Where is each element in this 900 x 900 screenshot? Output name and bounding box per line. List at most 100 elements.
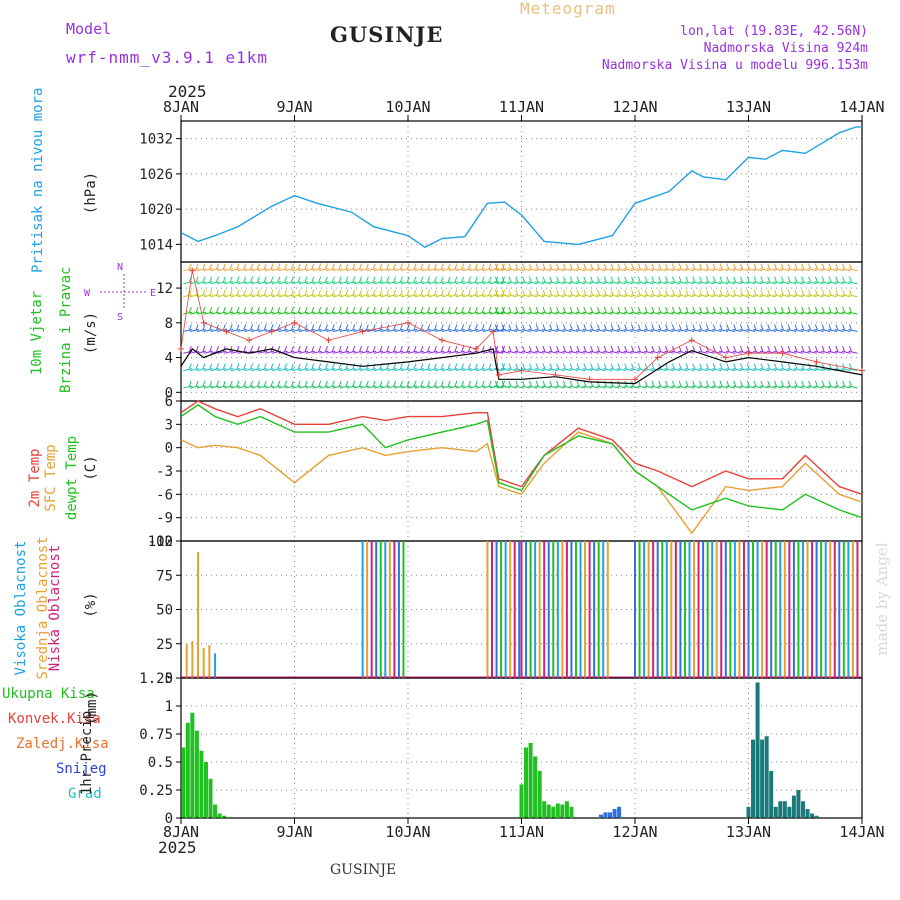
wind-barb (637, 385, 647, 389)
wind-barb-feather (610, 289, 614, 296)
wind-barb-feather (209, 380, 213, 387)
wind-barb-feather (733, 263, 737, 270)
wind-barb (691, 385, 701, 389)
wind-barb-feather (290, 276, 294, 283)
wind-barb (494, 329, 504, 332)
wind-barb (623, 311, 633, 315)
wind-barb (521, 350, 531, 354)
wind-barb-feather (420, 346, 424, 352)
wind-barb-feather (263, 289, 267, 296)
wind-barb-feather (665, 346, 669, 352)
wind-barb (319, 329, 329, 332)
wind-barb-feather (610, 263, 614, 270)
wind-barb (367, 268, 377, 272)
wind-barb-feather (603, 263, 607, 270)
wind-barb (671, 294, 681, 298)
wind-barb (441, 368, 452, 372)
wind-barb-feather (631, 263, 635, 270)
wind-barb (353, 268, 363, 272)
wind-barb (827, 268, 838, 272)
wind-barb (224, 350, 234, 354)
wind-barb (787, 311, 797, 315)
wind-barb-feather (202, 276, 206, 283)
wind-barb-feather (549, 324, 553, 331)
wind-barb-feather (576, 324, 580, 331)
wind-barb-feather (603, 346, 607, 352)
wind-barb (360, 311, 370, 315)
wind-barb-feather (590, 263, 594, 270)
wind-barb-feather (651, 324, 655, 331)
wind-barb (367, 329, 377, 332)
wind-barb-feather (705, 289, 709, 296)
wind-barb-feather (562, 306, 566, 313)
wind-barb (224, 281, 234, 285)
wind-barb-feather (658, 306, 662, 313)
wind-barb-feather (835, 363, 839, 370)
legend-convective-rain: Konvek.Kisa (8, 711, 101, 727)
wind-barb (346, 350, 356, 354)
y-tick-label: 0 (165, 385, 173, 401)
wind-barb-feather (270, 306, 274, 313)
wind-barb-feather (447, 363, 451, 370)
wind-barb (596, 368, 606, 372)
wind-barb-feather (597, 306, 600, 313)
wind-barb-feather (658, 346, 662, 352)
wind-barb (712, 268, 722, 272)
wind-barb (237, 368, 247, 372)
wind-barb (657, 368, 667, 372)
wind-barb-feather (243, 346, 247, 352)
wind-barb (610, 329, 620, 332)
wind-barb (407, 311, 418, 315)
wind-barb (414, 385, 424, 389)
wind-barb (421, 385, 431, 389)
wind-barb (462, 311, 472, 315)
wind-barb-feather (712, 380, 716, 387)
wind-barb (834, 368, 844, 372)
wind-barb (373, 368, 384, 372)
precip-bar (810, 813, 815, 818)
wind-barb-feather (338, 289, 342, 296)
wind-barb (746, 329, 756, 332)
wind-barb (821, 294, 831, 298)
wind-barb (582, 281, 592, 285)
wind-barb-feather (413, 263, 417, 270)
wind-barb-feather (427, 306, 431, 313)
wind-barb (834, 329, 844, 332)
wind-barb-feather (528, 289, 532, 296)
precip-bar (546, 804, 551, 818)
wind-barb (718, 268, 729, 272)
wind-barb-feather (325, 380, 328, 387)
wind-barb (319, 311, 329, 315)
wind-barb-feather (365, 306, 369, 313)
wind-barb (753, 329, 763, 332)
wind-barb (475, 311, 486, 315)
wind-barb (623, 281, 633, 285)
wind-barb (616, 368, 627, 372)
wind-barb (589, 329, 599, 332)
wind-barb-feather (311, 380, 315, 387)
wind-barb-feather (318, 380, 322, 387)
wind-barb (373, 385, 384, 389)
y-tick-label: 25 (156, 637, 173, 653)
wind-barb (285, 281, 295, 285)
wind-barb-feather (583, 306, 587, 313)
wind-barb (407, 350, 418, 354)
wind-barb-feather (209, 306, 213, 313)
wind-barb (555, 294, 565, 298)
wind-barb-feather (617, 346, 621, 352)
wind-barb-feather (685, 324, 689, 331)
wind-barb-feather (501, 380, 505, 387)
wind-barb (203, 350, 213, 354)
wind-barb-feather (461, 324, 465, 331)
wind-barb-feather (624, 363, 628, 370)
wind-barb-feather (522, 380, 526, 387)
wind-barb (712, 368, 722, 372)
wind-barb (821, 329, 831, 332)
wind-barb-feather (780, 324, 784, 331)
wind-barb (271, 385, 281, 389)
wind-barb-feather (556, 324, 560, 331)
wind-barb-feather (454, 380, 458, 387)
wind-barb (732, 294, 742, 298)
x-tick-label-bottom: 11JAN (499, 823, 544, 841)
wind-barb-feather (848, 289, 852, 296)
